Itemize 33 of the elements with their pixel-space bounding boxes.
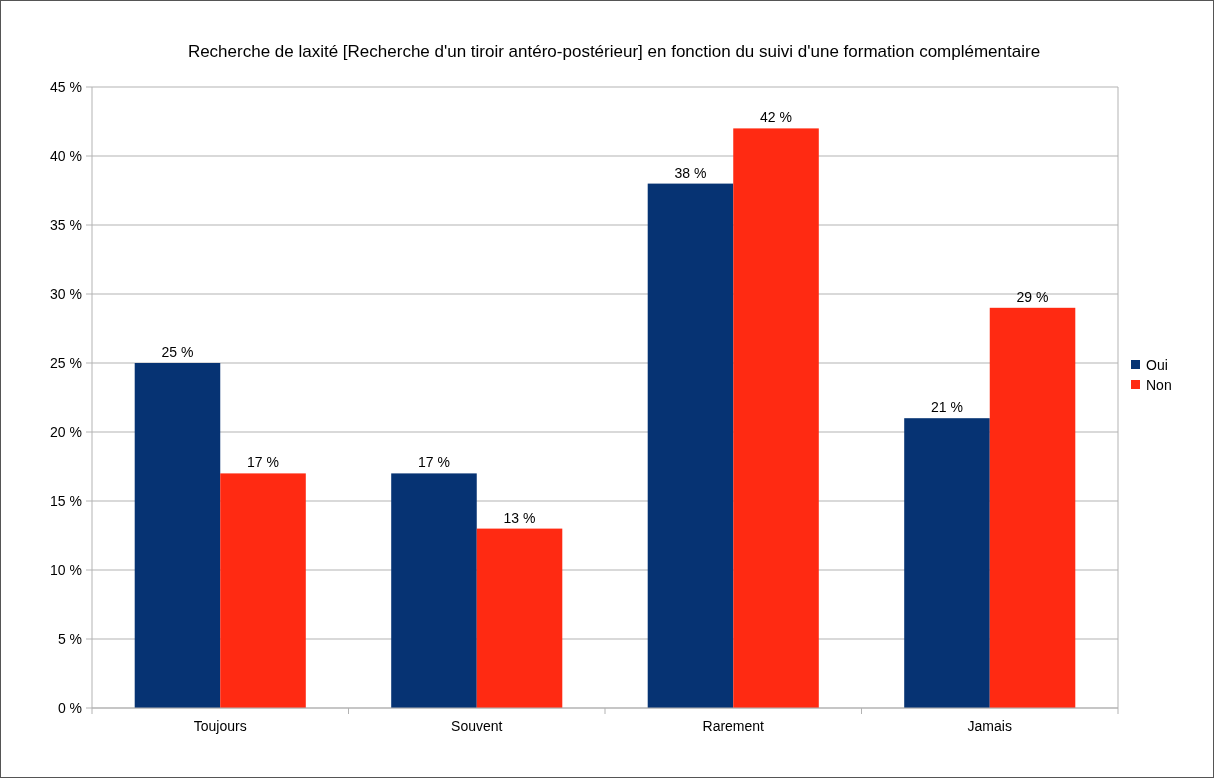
- legend-label: Non: [1146, 376, 1172, 393]
- legend-label: Oui: [1146, 356, 1168, 373]
- bar: [391, 473, 477, 708]
- y-tick-label: 5 %: [57, 630, 82, 647]
- data-label: 21 %: [931, 399, 963, 416]
- y-tick-label: 30 %: [50, 285, 82, 302]
- y-tick-label: 35 %: [50, 216, 82, 233]
- x-tick-label: Rarement: [702, 718, 765, 734]
- y-tick-label: 25 %: [50, 354, 82, 371]
- data-label: 17 %: [418, 454, 450, 471]
- y-tick-label: 20 %: [50, 423, 82, 440]
- y-tick-label: 40 %: [50, 147, 82, 164]
- y-tick-label: 45 %: [50, 78, 82, 95]
- y-tick-label: 10 %: [50, 561, 82, 578]
- bar: [134, 363, 221, 708]
- x-tick-label: Souvent: [451, 718, 503, 734]
- bar: [476, 528, 563, 708]
- data-label: 42 %: [760, 109, 792, 126]
- data-label: 38 %: [674, 164, 707, 181]
- data-label: 29 %: [1016, 288, 1049, 305]
- data-label: 13 %: [503, 509, 536, 526]
- bar: [989, 307, 1076, 708]
- chart-title: Recherche de laxité [Recherche d'un tiroir antéro-postérieur] en fonction du suivi d'une formation complémentaire: [187, 42, 1041, 61]
- bar: [220, 473, 306, 708]
- data-label: 25 %: [161, 344, 194, 360]
- x-tick-label: Toujours: [193, 718, 247, 734]
- bar: [647, 183, 734, 708]
- bar: [733, 128, 819, 708]
- y-tick-label: 0 %: [57, 699, 82, 716]
- x-tick-label: Jamais: [967, 718, 1012, 734]
- bar: [904, 418, 990, 708]
- data-label: 17 %: [247, 454, 279, 471]
- y-tick-label: 15 %: [50, 492, 82, 509]
